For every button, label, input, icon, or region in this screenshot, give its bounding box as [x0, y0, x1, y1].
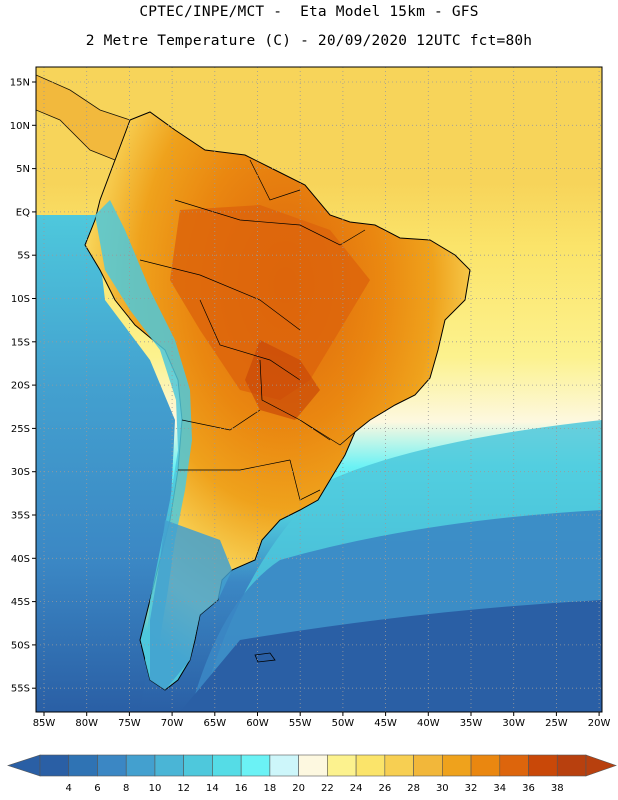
colorbar-swatch — [355, 754, 386, 777]
lat-tick-label: 35S — [11, 511, 30, 522]
colorbar-swatch — [68, 754, 98, 777]
lon-tick-label: 20W — [588, 718, 611, 729]
lat-tick-label: EQ — [16, 207, 30, 218]
colorbar-label: 18 — [264, 783, 277, 794]
colorbar-min-arrow — [7, 754, 41, 777]
lat-tick-label: 45S — [11, 597, 30, 608]
patagonia-cool-field — [150, 520, 232, 690]
lon-tick-label: 35W — [460, 718, 483, 729]
southern-ocean-field — [180, 600, 602, 712]
colorbar-label: 24 — [350, 783, 363, 794]
lon-tick-label: 60W — [246, 718, 269, 729]
lon-tick-label: 50W — [332, 718, 355, 729]
pacific-ocean-field — [36, 215, 175, 712]
colorbar-label: 4 — [66, 783, 72, 794]
colorbar-label: 36 — [522, 783, 535, 794]
colorbar-swatch — [413, 754, 443, 777]
map-title-line-2: 2 Metre Temperature (C) - 20/09/2020 12U… — [85, 33, 533, 49]
map-frame — [35, 66, 603, 713]
lon-tick-label: 65W — [203, 718, 226, 729]
colorbar-label: 26 — [378, 783, 391, 794]
lat-tick-label: 15S — [11, 337, 30, 348]
colorbar-swatch — [442, 754, 472, 777]
lat-tick-label: 5N — [16, 164, 30, 175]
colorbar-swatch — [154, 754, 184, 777]
colorbar-label: 10 — [149, 783, 162, 794]
longitude-axis: 85W 80W 75W 70W 65W 60W 55W 50W 45W 40W 35W 30W 25W 2… — [33, 712, 611, 729]
colorbar-label: 16 — [235, 783, 248, 794]
colorbar-swatch — [384, 754, 414, 777]
lat-tick-label: 55S — [11, 684, 30, 695]
lat-tick-label: 5S — [17, 251, 30, 262]
colorbar-swatch — [298, 754, 328, 777]
colorbar-label: 28 — [407, 783, 420, 794]
lat-tick-label: 40S — [11, 554, 30, 565]
colorbar-swatch — [125, 754, 156, 777]
colorbar-swatch — [212, 754, 242, 777]
lat-tick-label: 30S — [11, 467, 30, 478]
colorbar-swatch — [499, 754, 529, 777]
colorbar-label: 12 — [177, 783, 190, 794]
lon-tick-label: 25W — [545, 718, 568, 729]
colorbar-label: 8 — [123, 783, 129, 794]
colorbar-label: 32 — [465, 783, 478, 794]
colorbar-swatch — [327, 754, 357, 777]
colorbar-label: 34 — [493, 783, 506, 794]
lat-tick-label: 15N — [10, 78, 30, 89]
lon-tick-label: 80W — [75, 718, 98, 729]
central-america-landmass — [36, 74, 131, 161]
lon-tick-label: 45W — [374, 718, 397, 729]
lat-tick-label: 50S — [11, 640, 30, 651]
lon-tick-label: 55W — [289, 718, 312, 729]
colorbar-swatch — [39, 754, 70, 777]
colorbar-swatch — [470, 754, 501, 777]
colorbar-swatch — [269, 754, 299, 777]
lat-tick-label: 25S — [11, 424, 30, 435]
amazon-hot-core — [170, 205, 370, 400]
falkland-islands — [254, 652, 276, 663]
colorbar-max-arrow — [585, 754, 617, 777]
colorbar-label: 22 — [321, 783, 334, 794]
lon-tick-label: 30W — [502, 718, 525, 729]
colorbar-swatch — [528, 754, 558, 777]
map-field — [36, 67, 602, 712]
central-hot-spot — [245, 340, 320, 420]
lon-tick-label: 75W — [118, 718, 141, 729]
lat-tick-label: 10S — [11, 294, 30, 305]
colorbar-label: 6 — [94, 783, 100, 794]
map-title-line-1: CPTEC/INPE/MCT - Eta Model 15km - GFS — [139, 4, 479, 20]
colorbar-swatch — [240, 754, 271, 777]
lat-tick-label: 10N — [10, 121, 30, 132]
lon-tick-label: 85W — [33, 718, 56, 729]
lat-tick-label: 20S — [11, 381, 30, 392]
colorbar-label: 38 — [551, 783, 564, 794]
latitude-axis: 15N 10N 5N EQ 5S 10S 15S 20S 25S 30S 35S 40S 45S 50S 5… — [10, 78, 36, 695]
lon-tick-label: 40W — [417, 718, 440, 729]
colorbar-swatch — [97, 754, 127, 777]
lon-tick-label: 70W — [161, 718, 184, 729]
colorbar-label: 30 — [436, 783, 449, 794]
colorbar-label: 20 — [292, 783, 305, 794]
temperature-colorbar: 4 6 8 10 12 14 16 18 20 22 24 26 28 30 32 34 36 38 — [7, 754, 617, 794]
colorbar-swatch — [183, 754, 213, 777]
colorbar-swatch — [556, 754, 587, 777]
colorbar-label: 14 — [206, 783, 219, 794]
